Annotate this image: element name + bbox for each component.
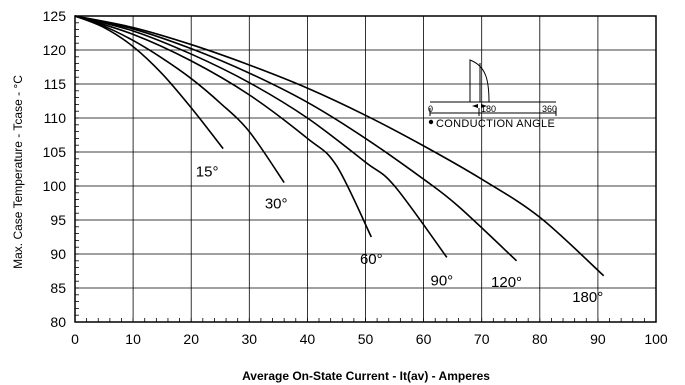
series-label: 90° [430,272,453,289]
series-line [74,15,605,277]
y-tick-label: 105 [43,144,67,160]
inset-caption: CONDUCTION ANGLE [436,118,555,130]
inset-bullet [428,119,434,125]
y-tick-label: 80 [50,314,66,330]
inset-tick-label: 360 [542,104,557,114]
series-label: 60° [360,251,383,268]
series-label: 30° [265,196,288,213]
inset-tick-label: 180 [481,104,496,114]
x-tick-label: 20 [183,331,199,347]
series-labels: 15° 30° 60° 90° 120° 180° [196,164,603,306]
conduction-angle-inset: 0 180 360 CONDUCTION ANGLE [428,59,557,130]
x-axis-label: Average On-State Current - It(av) - Ampe… [242,369,490,383]
axes: 0 10 20 30 40 50 60 70 80 90 100 80 85 90 95 100 105 110 1… [43,8,668,347]
inset-arrows [472,104,487,108]
x-tick-label: 70 [474,331,490,347]
plot-frame [74,15,657,323]
y-axis-label: Max. Case Temperature - Tcase - °C [11,75,25,269]
series-label: 180° [572,289,603,306]
x-tick-label: 40 [300,331,316,347]
y-tick-label: 90 [50,246,66,262]
y-tick-label: 85 [50,280,66,296]
x-tick-label: 50 [358,331,374,347]
y-tick-label: 120 [43,42,67,58]
x-tick-label: 60 [416,331,432,347]
series-line [74,15,448,258]
x-tick-label: 30 [242,331,258,347]
x-tick-label: 90 [590,331,606,347]
y-tick-label: 115 [44,76,67,92]
inset-pulse [469,59,490,103]
series-line [74,15,518,262]
y-tick-label: 100 [43,178,67,194]
series-layer [74,15,605,277]
x-tick-label: 0 [71,331,79,347]
y-tick-label: 95 [50,212,66,228]
grid [75,16,656,322]
x-tick-label: 100 [644,331,668,347]
series-label: 15° [196,164,219,181]
y-tick-label: 125 [43,8,67,24]
series-line [74,15,285,184]
inset-tick-label: 0 [428,104,433,114]
x-tick-label: 80 [532,331,548,347]
series-label: 120° [491,274,522,291]
series-line [74,15,373,238]
x-tick-label: 10 [125,331,141,347]
series-line [74,15,224,150]
y-tick-label: 110 [44,110,67,126]
